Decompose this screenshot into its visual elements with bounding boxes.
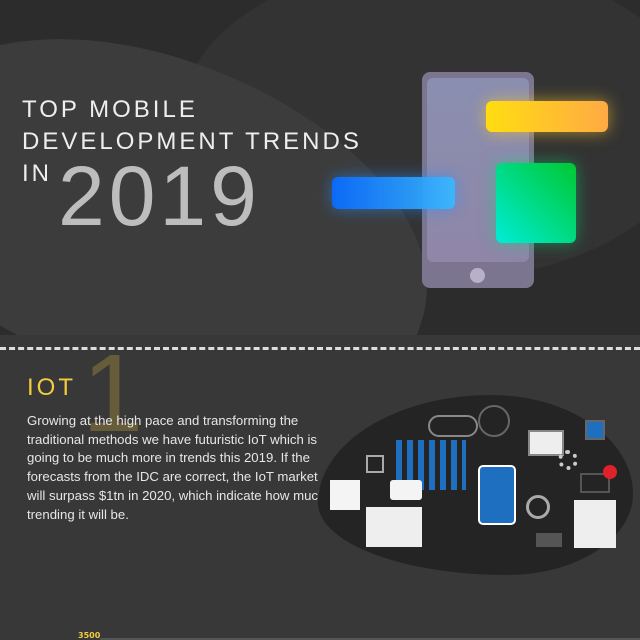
tablet-icon: [585, 420, 605, 440]
title-year: 2019: [58, 149, 261, 243]
notification-dot-icon: [603, 465, 617, 479]
section-divider: [0, 347, 640, 350]
chart-tick-label: 3500: [78, 631, 101, 640]
user-icon: [478, 405, 510, 437]
yellow-bar: [486, 101, 608, 132]
monitor-chart-icon: [528, 430, 564, 456]
box-icon: [330, 480, 360, 510]
chart-axis: [100, 638, 640, 640]
clipboard-checklist-icon: [574, 500, 616, 548]
iot-illustration: [318, 395, 633, 575]
chat-icon: [390, 480, 422, 500]
green-tile: [496, 163, 576, 243]
coffee-cup-icon: [536, 533, 562, 547]
phone-in-hand-icon: [478, 465, 516, 525]
title-line-2: DEVELOPMENT TRENDS: [22, 128, 362, 155]
section-number: 1: [82, 332, 144, 455]
blue-bar: [332, 177, 455, 209]
title-line-1: TOP MOBILE: [22, 96, 198, 123]
section-heading: IOT: [27, 374, 76, 401]
title-line-3: IN: [22, 160, 52, 187]
gauge-icon: [526, 495, 550, 519]
envelope-icon: [580, 473, 610, 493]
home-button-icon: [470, 268, 485, 283]
chip-icon: [366, 455, 384, 473]
calendar-icon: [366, 507, 422, 547]
hero-section: TOP MOBILE DEVELOPMENT TRENDS IN 2019: [0, 0, 640, 335]
gear-icon: [558, 450, 578, 470]
section-body: Growing at the high pace and transformin…: [27, 413, 326, 522]
cloud-icon: [428, 415, 478, 437]
